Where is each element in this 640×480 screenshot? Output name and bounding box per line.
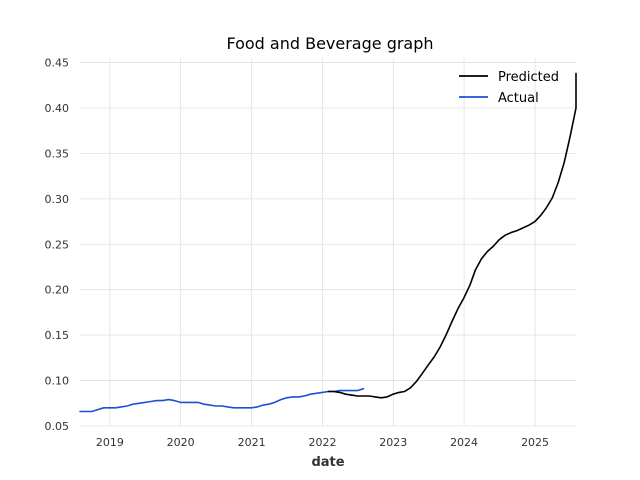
y-tick-label: 0.40 bbox=[45, 102, 70, 115]
legend-label-predicted: Predicted bbox=[498, 70, 559, 85]
legend: Predicted Actual bbox=[459, 70, 559, 106]
x-tick-label: 2022 bbox=[308, 436, 336, 449]
x-tick-label: 2021 bbox=[238, 436, 266, 449]
y-tick-label: 0.45 bbox=[45, 57, 70, 70]
y-tick-label: 0.35 bbox=[45, 147, 70, 160]
x-tick-label: 2025 bbox=[521, 436, 549, 449]
series-line-actual bbox=[79, 387, 365, 413]
y-tick-label: 0.30 bbox=[45, 193, 70, 206]
grid bbox=[80, 58, 576, 427]
chart-title: Food and Beverage graph bbox=[226, 34, 433, 53]
x-tick-label: 2020 bbox=[167, 436, 195, 449]
y-tick-label: 0.15 bbox=[45, 329, 70, 342]
y-tick-label: 0.05 bbox=[45, 420, 70, 433]
x-tick-label: 2023 bbox=[379, 436, 407, 449]
series-lines bbox=[79, 72, 577, 413]
y-tick-label: 0.20 bbox=[45, 284, 70, 297]
y-tick-label: 0.25 bbox=[45, 238, 70, 251]
y-tick-label: 0.10 bbox=[45, 375, 70, 388]
y-axis-ticks: 0.05 0.10 0.15 0.20 0.25 0.30 0.35 0.40 0.45 bbox=[45, 57, 70, 433]
x-tick-label: 2024 bbox=[450, 436, 478, 449]
series-line-predicted bbox=[327, 72, 577, 399]
x-axis-label: date bbox=[311, 455, 344, 470]
x-axis-ticks: 2019 2020 2021 2022 2023 2024 2025 bbox=[96, 436, 549, 449]
x-tick-label: 2019 bbox=[96, 436, 124, 449]
legend-label-actual: Actual bbox=[498, 91, 539, 106]
